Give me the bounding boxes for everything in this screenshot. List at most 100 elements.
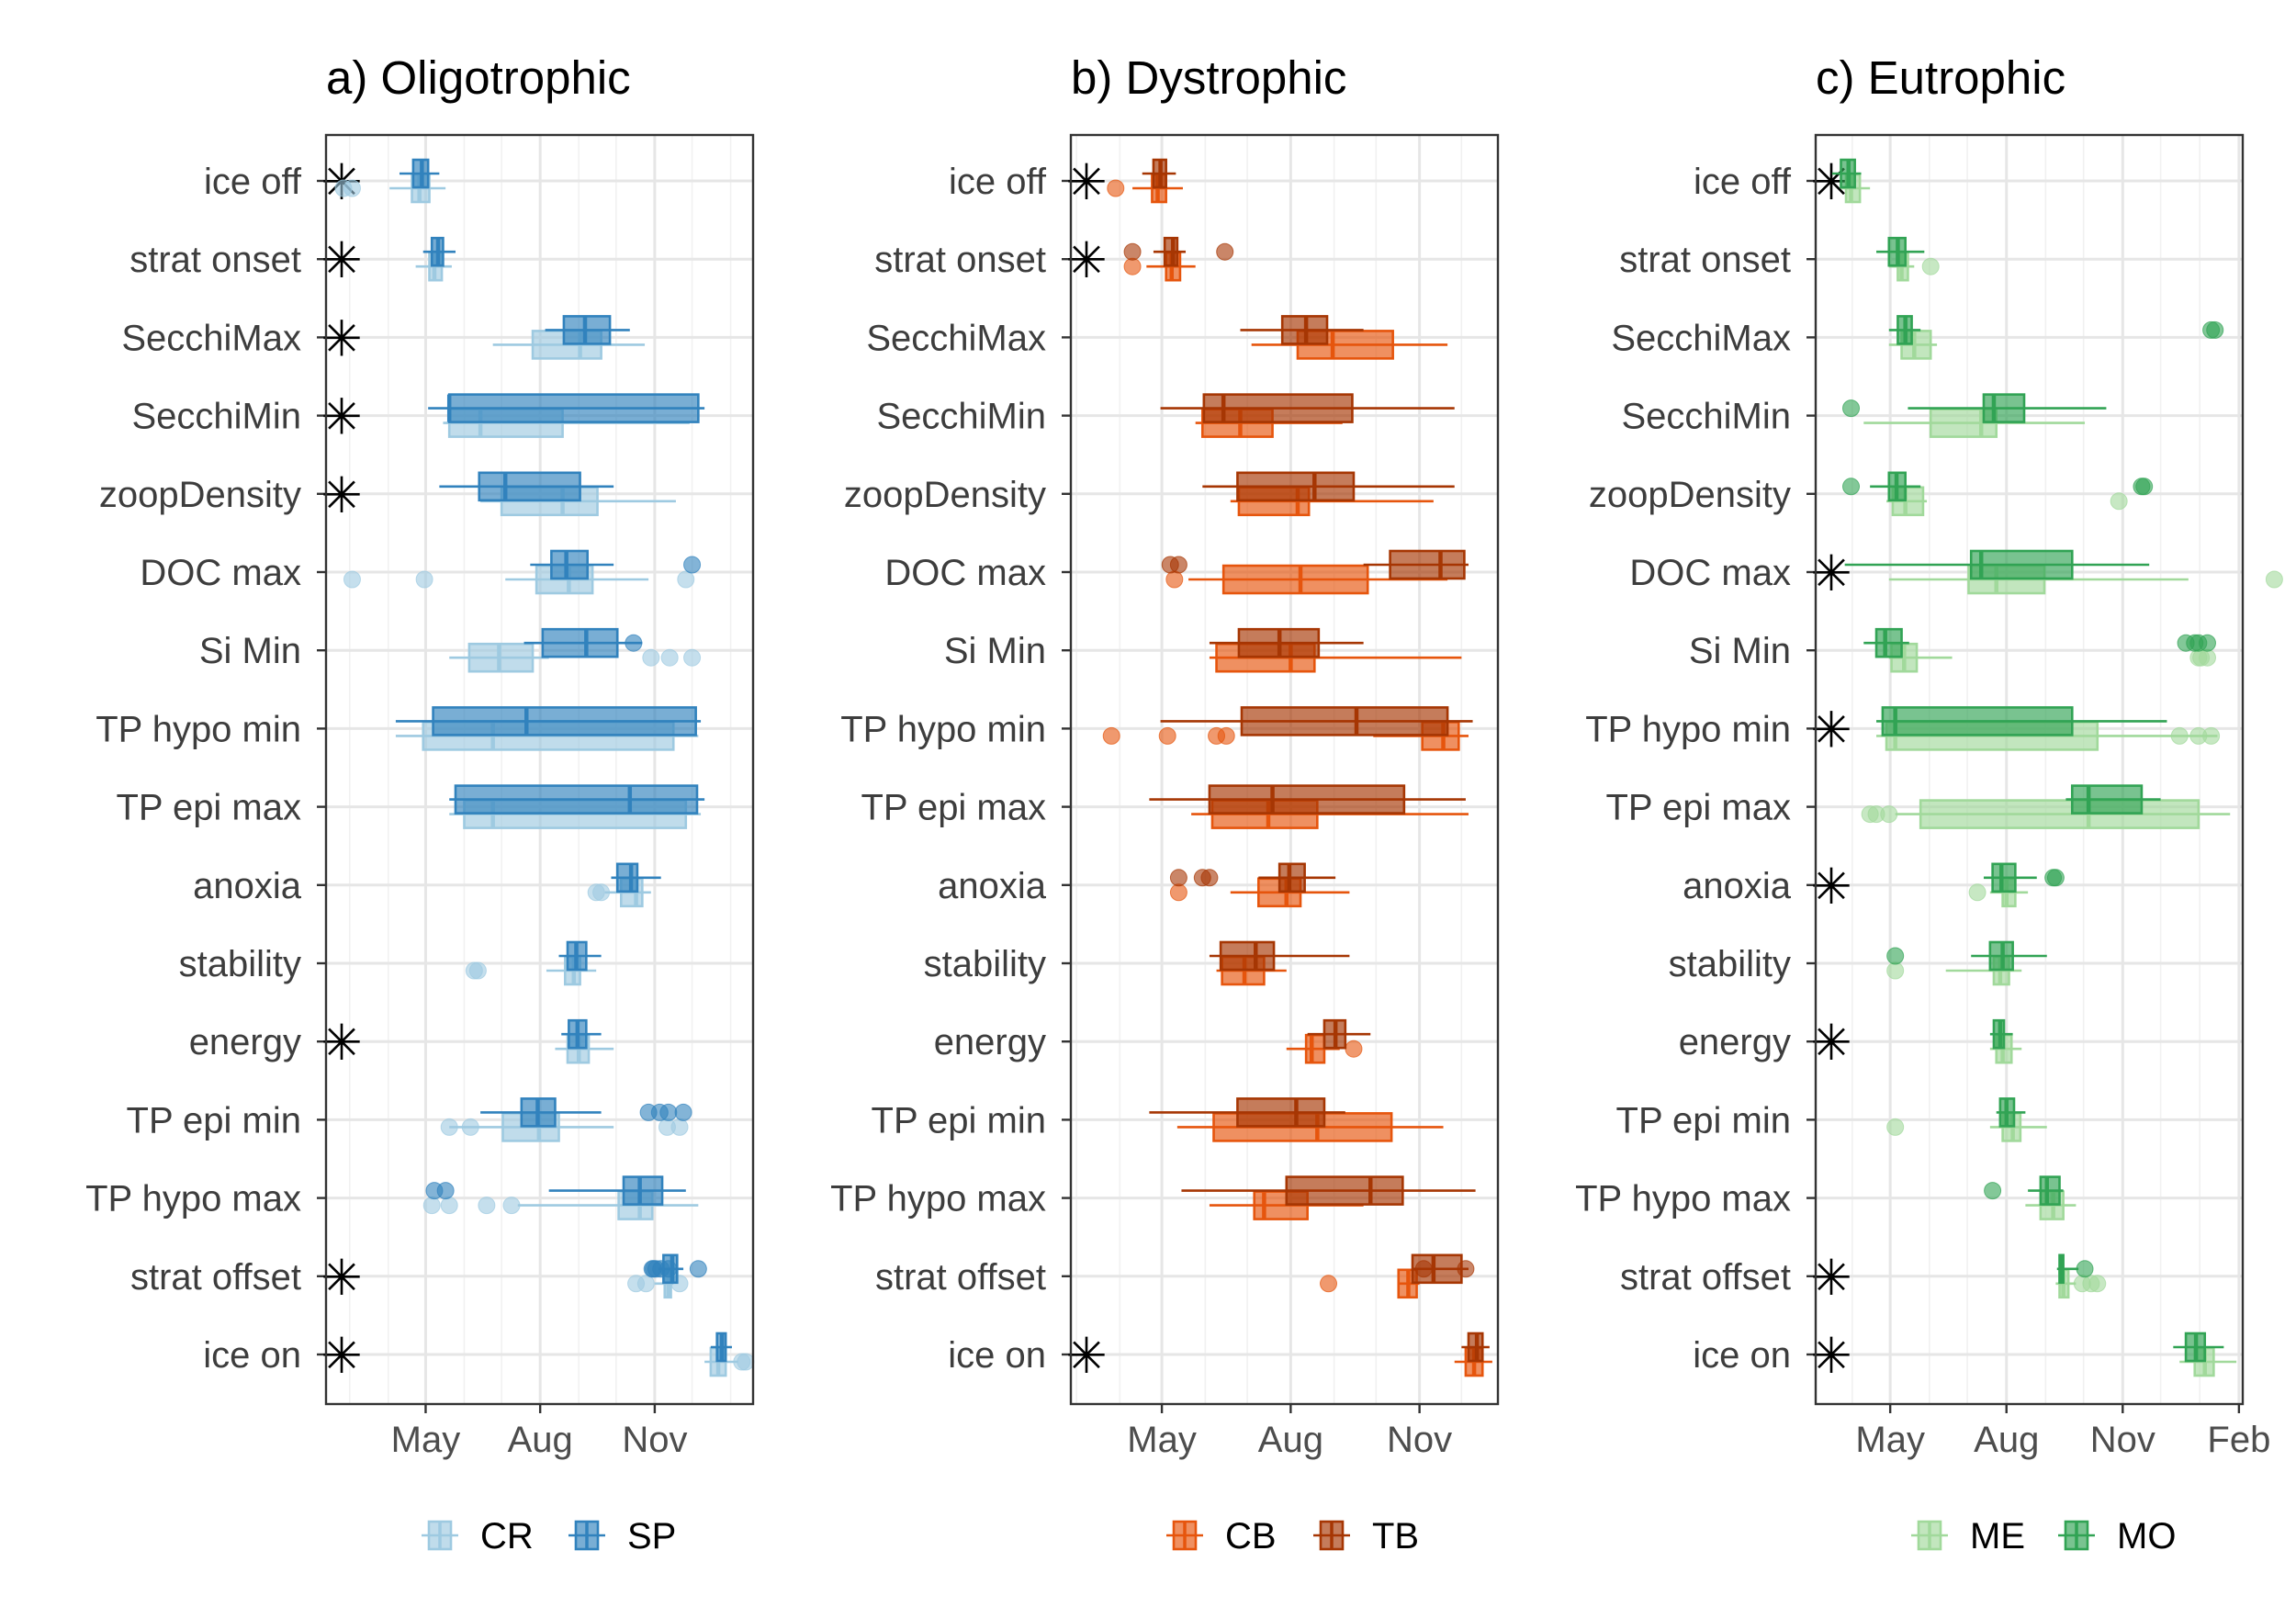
outlier-point	[2046, 869, 2065, 887]
x-tick-label: Aug	[1258, 1420, 1323, 1460]
variable-label: DOC max	[140, 553, 301, 593]
outlier-point	[2110, 492, 2128, 511]
box-body	[1874, 627, 1903, 658]
legend-item-mo: MO	[2058, 1516, 2176, 1556]
box-mo	[1989, 1018, 2013, 1050]
variable-label: TP hypo min	[96, 709, 301, 749]
box-body	[1881, 706, 2074, 736]
box-body	[1277, 862, 1306, 893]
box-tb	[1209, 940, 1350, 972]
box-sp	[523, 627, 643, 658]
box-body	[1236, 1097, 1326, 1128]
legend-item-tb: TB	[1313, 1516, 1419, 1556]
x-tick-label: Nov	[1387, 1420, 1452, 1460]
variable-label: TP hypo max	[1575, 1179, 1791, 1219]
box-sp	[428, 393, 705, 423]
box-sp	[399, 158, 440, 189]
box-tb	[1202, 471, 1455, 502]
outlier-point	[1165, 570, 1184, 589]
outlier-point	[461, 1118, 479, 1136]
box-mo	[2056, 1253, 2094, 1285]
outlier-point	[1200, 869, 1219, 887]
outlier-point	[1921, 257, 1940, 275]
box-body	[478, 471, 581, 502]
box-tb	[1411, 1253, 1475, 1285]
box-mo	[1983, 862, 2065, 893]
outlier-point	[2206, 320, 2224, 339]
box-tb	[1142, 158, 1176, 189]
variable-label: ice off	[949, 162, 1047, 202]
outlier-point	[636, 1275, 655, 1293]
significance-marker: ✳	[1065, 231, 1107, 289]
box-sp	[710, 1332, 732, 1363]
outlier-point	[2265, 570, 2283, 589]
significance-marker: ✳	[321, 1249, 362, 1307]
significance-marker: ✳	[1065, 1327, 1107, 1385]
legend-item-me: ME	[1911, 1516, 2025, 1556]
box-cb	[1286, 1033, 1363, 1064]
outlier-point	[1345, 1039, 1363, 1058]
outlier-point	[2202, 726, 2221, 745]
variable-label: zoopDensity	[844, 475, 1046, 515]
variable-label: TP epi min	[1616, 1100, 1791, 1141]
significance-marker: ✳	[321, 231, 362, 289]
outlier-point	[1842, 478, 1861, 496]
box-mo	[1876, 706, 2167, 736]
variable-label: energy	[1679, 1022, 1791, 1062]
x-tick-label: Aug	[1974, 1420, 2039, 1460]
significance-marker: ✳	[321, 309, 362, 367]
legend-label: SP	[627, 1516, 676, 1556]
variable-label: energy	[189, 1022, 301, 1062]
x-tick-label: Nov	[622, 1420, 687, 1460]
outlier-point	[683, 556, 702, 574]
box-mo	[1844, 549, 2150, 580]
box-mo	[1886, 940, 2047, 972]
box-tb	[1181, 1175, 1476, 1206]
outlier-point	[1968, 883, 1986, 902]
box-body	[615, 862, 639, 893]
box-tb	[1149, 1097, 1345, 1128]
variable-label: TP hypo max	[830, 1179, 1046, 1219]
box-sp	[425, 1175, 686, 1206]
legend-label: MO	[2117, 1516, 2176, 1556]
variable-label: ice off	[1694, 162, 1792, 202]
box-body	[2070, 784, 2144, 815]
box-body	[1219, 940, 1276, 972]
box-body	[1208, 784, 1406, 815]
box-sp	[530, 549, 702, 580]
outlier-point	[415, 570, 433, 589]
x-tick-label: Aug	[508, 1420, 573, 1460]
variable-label: strat onset	[1619, 240, 1791, 280]
box-body	[541, 627, 619, 658]
variable-label: Si Min	[1689, 631, 1791, 671]
box-sp	[480, 1097, 692, 1128]
significance-marker: ✳	[1810, 1327, 1851, 1385]
box-mo	[1842, 471, 2154, 502]
box-sp	[611, 862, 661, 893]
significance-marker: ✳	[1065, 153, 1107, 211]
panel-0: a) Oligotrophic ice off ✳ strat onset ✳ Secch…	[85, 51, 755, 1556]
box-mo	[2065, 784, 2161, 815]
significance-marker: ✳	[1810, 545, 1851, 602]
outlier-point	[659, 1260, 678, 1278]
outlier-point	[1107, 179, 1125, 197]
outlier-point	[2076, 1260, 2094, 1278]
variable-label: SecchiMin	[1621, 397, 1791, 437]
outlier-point	[436, 1182, 455, 1200]
box-mo	[1842, 393, 2107, 423]
variable-label: strat onset	[129, 240, 301, 280]
plot-frame	[1069, 133, 1500, 1406]
outlier-point	[670, 1118, 689, 1136]
variable-label: anoxia	[193, 866, 302, 906]
panel-title: c) Eutrophic	[1816, 51, 2065, 104]
variable-label: TP epi min	[872, 1100, 1046, 1141]
significance-marker: ✳	[1810, 1014, 1851, 1072]
outlier-point	[1320, 1275, 1338, 1293]
variable-label: Si Min	[199, 631, 301, 671]
legend-item-cr: CR	[422, 1516, 534, 1556]
box-tb	[1209, 627, 1364, 658]
box-cr	[334, 173, 446, 204]
box-mo	[1831, 158, 1862, 189]
legend: CB TB	[1166, 1516, 1419, 1556]
